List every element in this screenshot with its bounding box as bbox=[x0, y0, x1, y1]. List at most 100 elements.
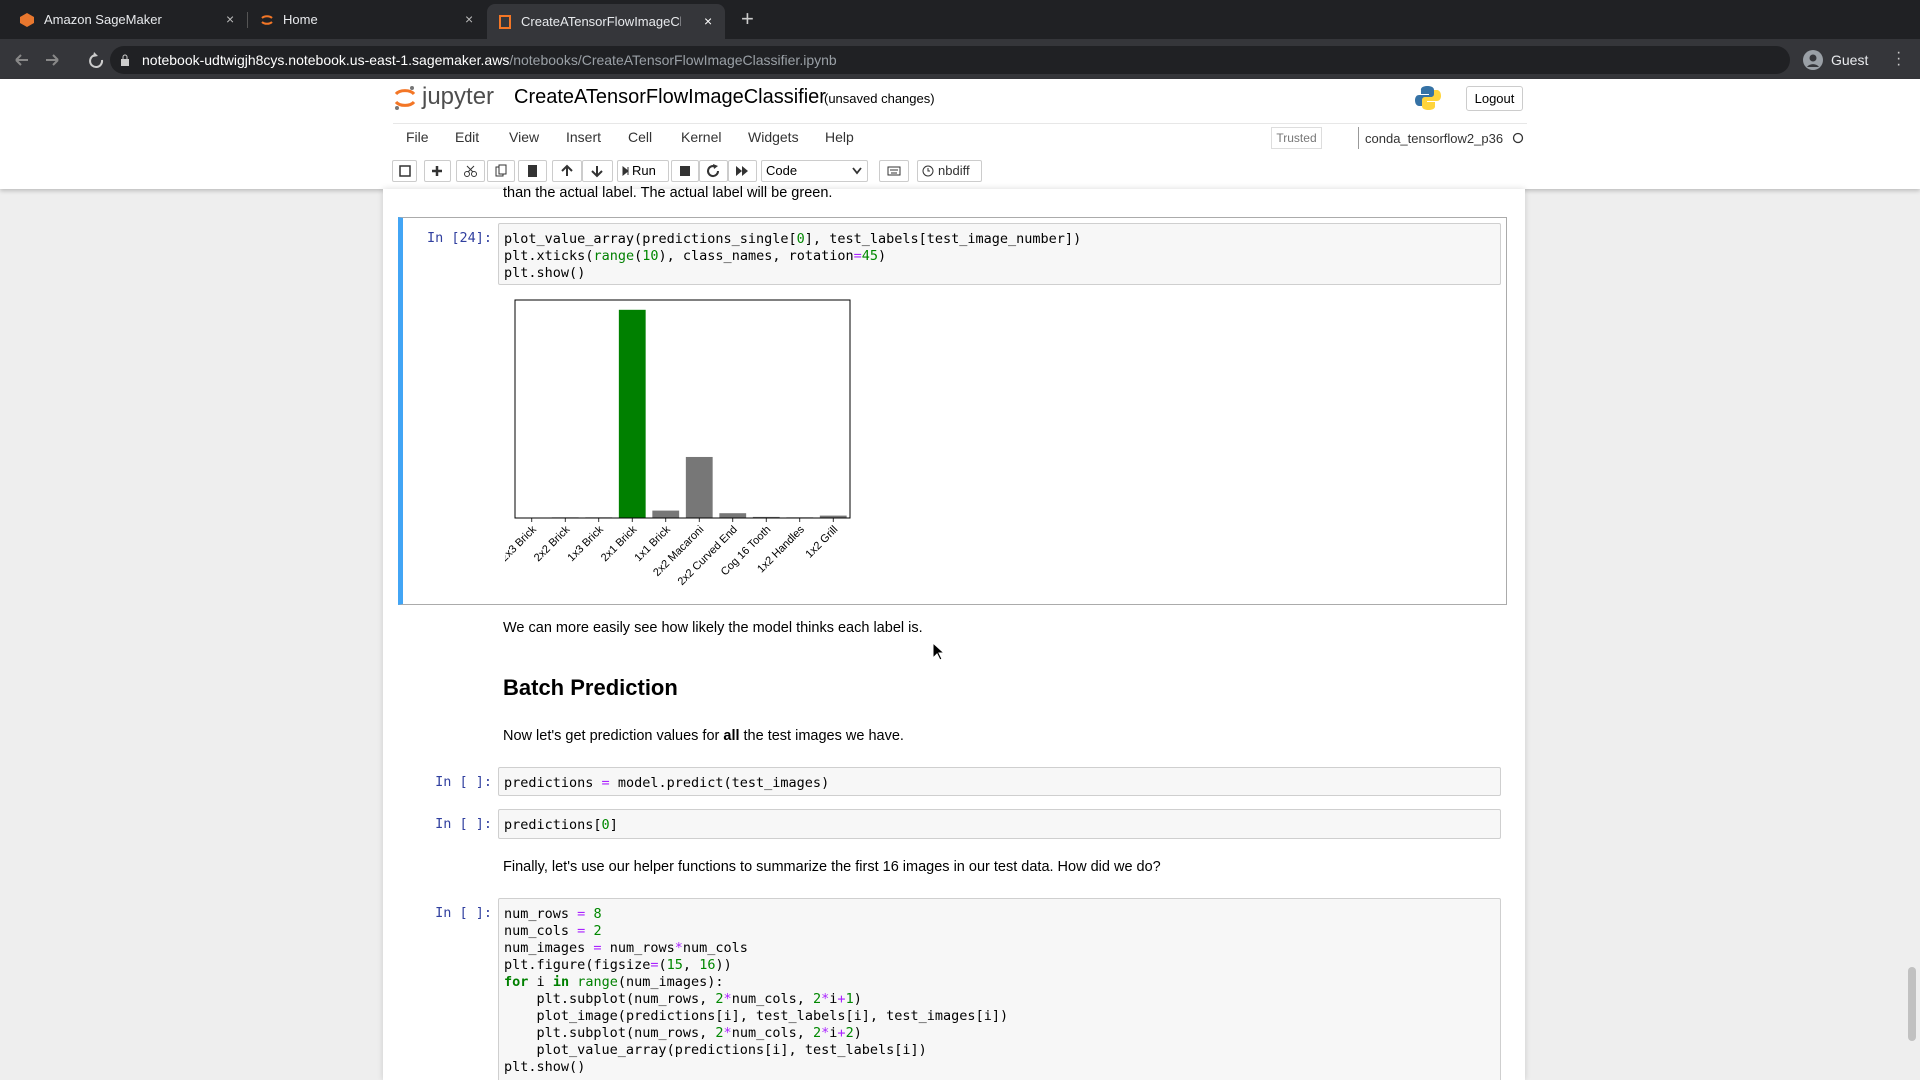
code-input[interactable]: num_rows = 8 num_cols = 2 num_images = num… bbox=[498, 898, 1501, 1080]
restart-button[interactable] bbox=[699, 160, 728, 182]
x-tick-label: 1x2 Grill bbox=[803, 524, 840, 561]
code-line: plt.figure(figsize=(15, 16)) bbox=[504, 957, 732, 973]
jupyter-logo[interactable] bbox=[393, 84, 417, 112]
address-field[interactable]: notebook-udtwigjh8cys.notebook.us-east-1… bbox=[110, 46, 1790, 74]
code-line: predictions[0] bbox=[504, 817, 618, 833]
menu-item[interactable]: Cell bbox=[628, 129, 653, 145]
menu-item[interactable]: File bbox=[406, 129, 429, 145]
plot-frame bbox=[514, 299, 851, 519]
code-token: = bbox=[650, 957, 659, 973]
selected-cell[interactable] bbox=[398, 217, 1507, 605]
code-token: = bbox=[601, 775, 610, 791]
move-down-button[interactable] bbox=[582, 160, 613, 182]
code-token: * bbox=[821, 991, 830, 1007]
code-line: plt.subplot(num_rows, 2*num_cols, 2*i+1) bbox=[536, 991, 862, 1007]
tab-close[interactable]: × bbox=[465, 11, 474, 27]
browser-menu[interactable]: · · · bbox=[1896, 44, 1902, 73]
code-input[interactable]: predictions[0] bbox=[498, 809, 1501, 839]
cut-button[interactable] bbox=[456, 160, 485, 182]
markdown-heading: Batch Prediction bbox=[503, 675, 678, 700]
markdown-text: Finally, let's use our helper functions … bbox=[503, 859, 1161, 875]
code-line: plt.show() bbox=[504, 265, 586, 281]
save-status: (unsaved changes) bbox=[824, 91, 935, 106]
url-path: /notebooks/CreateATensorFlowImageClassif… bbox=[509, 52, 837, 68]
bar bbox=[819, 515, 847, 518]
code-token: 2 bbox=[845, 1025, 854, 1041]
code-token: + bbox=[837, 991, 846, 1007]
new-tab[interactable]: + bbox=[741, 6, 754, 31]
interrupt-button[interactable] bbox=[671, 160, 699, 182]
tab[interactable]: Home × bbox=[250, 0, 485, 39]
nav-buttons[interactable] bbox=[12, 50, 132, 70]
code-line: plt.xticks(range(10), class_names, rotat… bbox=[504, 248, 887, 264]
markdown-text: Now let's get prediction values for all … bbox=[503, 728, 904, 744]
copy-button[interactable] bbox=[487, 160, 515, 182]
insert-button[interactable] bbox=[424, 160, 451, 182]
text-run: all bbox=[723, 728, 740, 744]
bar bbox=[618, 309, 646, 518]
menu-item[interactable]: Widgets bbox=[748, 129, 799, 145]
tab-active[interactable]: CreateATensorFlowImageClass × bbox=[487, 4, 725, 39]
save-button[interactable] bbox=[392, 160, 417, 182]
text-run: Now let's get prediction values for bbox=[503, 728, 724, 744]
menu-item[interactable]: Edit bbox=[455, 129, 480, 145]
tab[interactable]: Amazon SageMaker × bbox=[0, 0, 245, 39]
code-token: 2 bbox=[813, 1025, 822, 1041]
scrollbar-thumb[interactable] bbox=[1908, 967, 1916, 1041]
trusted-indicator[interactable]: Trusted bbox=[1271, 127, 1322, 149]
code-token: 45 bbox=[861, 248, 879, 264]
command-palette-button[interactable] bbox=[879, 160, 909, 182]
move-up-button[interactable] bbox=[552, 160, 582, 182]
code-token: = bbox=[577, 906, 586, 922]
cell-prompt: In [ ]: bbox=[435, 905, 492, 921]
code-token: 8 bbox=[593, 906, 602, 922]
code-line: plot_image(predictions[i], test_labels[i… bbox=[536, 1008, 1009, 1024]
code-line: num_rows = 8 bbox=[504, 906, 602, 922]
tab-close[interactable]: × bbox=[226, 11, 235, 27]
cell-type-select[interactable]: Code bbox=[761, 160, 868, 182]
kernel-name[interactable]: conda_tensorflow2_p36 bbox=[1365, 131, 1504, 146]
bar bbox=[719, 513, 747, 518]
code-token: 0 bbox=[796, 231, 805, 247]
cell-prompt: In [ ]: bbox=[435, 816, 492, 832]
code-token: range bbox=[577, 974, 618, 990]
paste-button[interactable] bbox=[518, 160, 547, 182]
code-token: = bbox=[577, 923, 586, 939]
code-token: * bbox=[723, 1025, 732, 1041]
menu-item[interactable]: View bbox=[509, 129, 540, 145]
mouse-cursor bbox=[932, 642, 946, 661]
logout-button[interactable]: Logout bbox=[1466, 86, 1523, 111]
tab-title: Home bbox=[283, 12, 318, 27]
run-label: Run bbox=[632, 163, 656, 178]
url-host: notebook-udtwigjh8cys.notebook.us-east-1… bbox=[142, 52, 510, 68]
code-token: 16 bbox=[699, 957, 716, 973]
run-button[interactable]: Run bbox=[617, 160, 669, 182]
tab-close[interactable]: × bbox=[704, 13, 713, 29]
menu-item[interactable]: Insert bbox=[566, 129, 602, 145]
menu-item[interactable]: Help bbox=[825, 129, 854, 145]
notebook-title[interactable]: CreateATensorFlowImageClassifier bbox=[514, 86, 826, 108]
markdown-text: than the actual label. The actual label … bbox=[503, 185, 833, 201]
nbdiff-button[interactable]: nbdiff bbox=[917, 160, 982, 182]
code-line: plt.subplot(num_rows, 2*num_cols, 2*i+2) bbox=[536, 1025, 862, 1041]
code-line: plot_value_array(predictions_single[0], … bbox=[504, 231, 1082, 247]
code-token: * bbox=[723, 991, 732, 1007]
code-input[interactable]: predictions = model.predict(test_images) bbox=[498, 767, 1501, 796]
tab-title: CreateATensorFlowImageClass bbox=[521, 14, 681, 29]
restart-run-button[interactable] bbox=[728, 160, 757, 182]
profile-name[interactable]: Guest bbox=[1831, 52, 1869, 68]
code-input[interactable]: plot_value_array(predictions_single[0], … bbox=[498, 223, 1501, 285]
code-line: plt.show() bbox=[504, 1059, 586, 1075]
tab-title: Amazon SageMaker bbox=[44, 12, 162, 27]
code-line: plot_value_array(predictions[i], test_la… bbox=[536, 1042, 927, 1058]
menu-item[interactable]: Kernel bbox=[681, 129, 722, 145]
cell-prompt: In [24]: bbox=[426, 230, 492, 246]
divider bbox=[393, 123, 1527, 124]
profile-icon[interactable] bbox=[1803, 50, 1823, 70]
code-token: = bbox=[853, 248, 862, 264]
divider bbox=[1358, 127, 1359, 149]
code-token: 10 bbox=[642, 248, 659, 264]
jupyter-wordmark[interactable]: jupyter bbox=[422, 83, 495, 110]
python-logo bbox=[1415, 86, 1441, 110]
